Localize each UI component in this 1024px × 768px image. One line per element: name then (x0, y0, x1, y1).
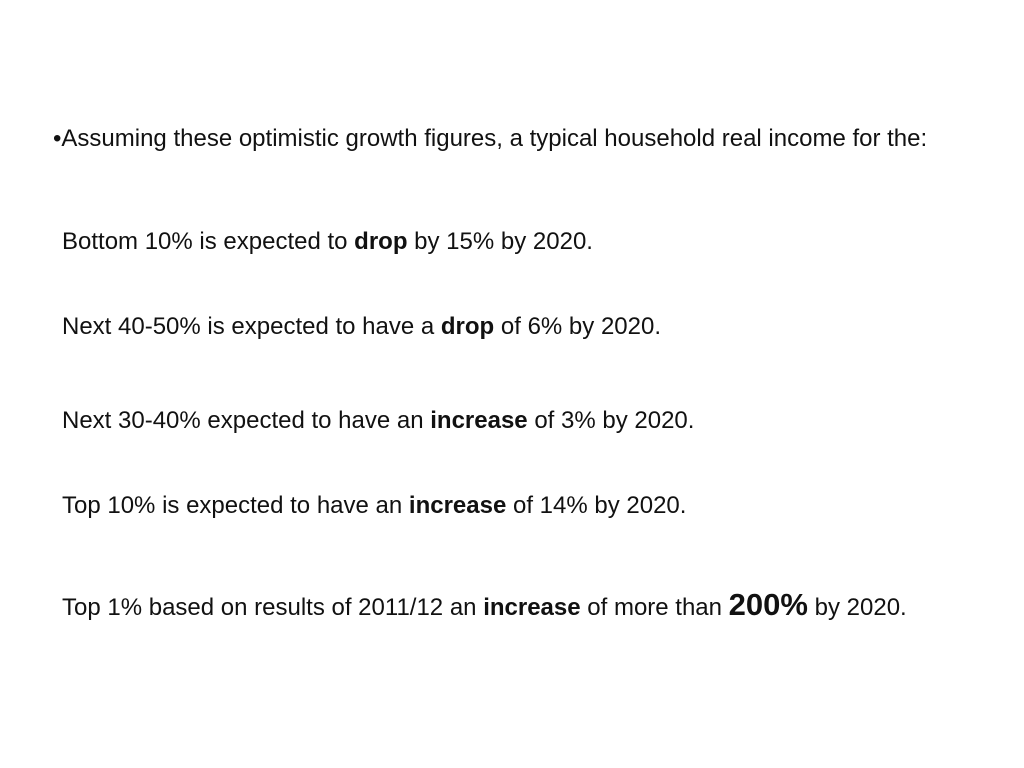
statement-next-30-40: Next 30-40% expected to have an increase… (62, 406, 1002, 436)
statement-text: of 14% by 2020. (506, 492, 687, 519)
statement-emphasis: drop (354, 228, 408, 255)
statement-text: Top 1% based on results of 2011/12 an (62, 594, 484, 621)
statement-text: Top 10% is expected to have an (62, 492, 409, 519)
statement-text: of 3% by 2020. (527, 407, 695, 434)
statement-big-percentage: 200% (728, 587, 808, 622)
intro-text: Assuming these optimistic growth figures… (61, 125, 928, 152)
statement-text: of 6% by 2020. (494, 313, 661, 340)
statement-text: Next 40-50% is expected to have a (62, 313, 441, 340)
statement-bottom-10: Bottom 10% is expected to drop by 15% by… (62, 227, 1002, 257)
bullet-marker: • (53, 125, 62, 152)
statement-text: Next 30-40% expected to have an (62, 407, 431, 434)
statement-top-10: Top 10% is expected to have an increase … (62, 491, 1002, 521)
statement-text: by 15% by 2020. (407, 228, 593, 255)
statement-emphasis: increase (430, 407, 528, 434)
statement-emphasis: drop (440, 313, 495, 340)
statement-text: of more than (580, 594, 729, 621)
statement-top-1: Top 1% based on results of 2011/12 an in… (62, 587, 1002, 623)
statement-next-40-50: Next 40-50% is expected to have a drop o… (62, 312, 1002, 342)
statement-text: Bottom 10% is expected to (62, 228, 355, 255)
statement-text: by 2020. (807, 594, 907, 621)
statement-emphasis: increase (408, 492, 507, 519)
intro-bullet-paragraph: •Assuming these optimistic growth figure… (53, 124, 1003, 154)
statement-emphasis: increase (483, 594, 581, 621)
